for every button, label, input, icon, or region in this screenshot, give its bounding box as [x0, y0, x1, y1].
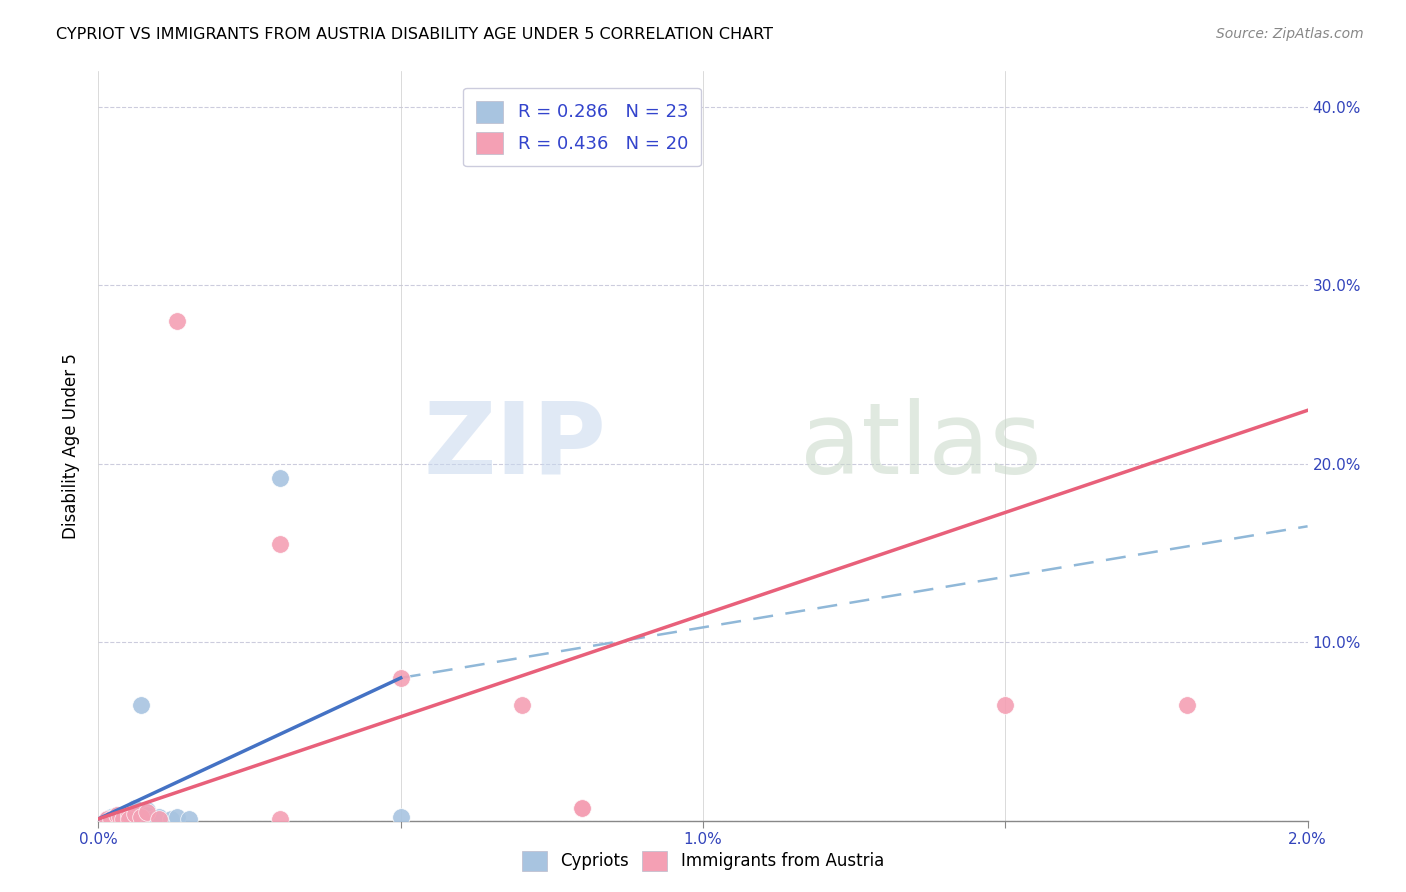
Point — [142, 812, 165, 826]
Point — [105, 808, 128, 822]
Point — [108, 812, 131, 826]
Point — [118, 808, 141, 822]
Point — [135, 808, 157, 822]
Legend: Cypriots, Immigrants from Austria: Cypriots, Immigrants from Austria — [513, 842, 893, 880]
Point — [389, 810, 412, 824]
Point — [135, 805, 157, 819]
Y-axis label: Disability Age Under 5: Disability Age Under 5 — [62, 353, 80, 539]
Point — [994, 698, 1017, 712]
Point — [103, 812, 125, 826]
Point — [124, 808, 146, 822]
Point — [108, 810, 131, 824]
Point — [124, 801, 146, 815]
Point — [269, 537, 291, 551]
Point — [127, 812, 149, 826]
Text: CYPRIOT VS IMMIGRANTS FROM AUSTRIA DISABILITY AGE UNDER 5 CORRELATION CHART: CYPRIOT VS IMMIGRANTS FROM AUSTRIA DISAB… — [56, 27, 773, 42]
Point — [118, 805, 141, 819]
Point — [129, 810, 152, 824]
Point — [389, 671, 412, 685]
Point — [571, 801, 593, 815]
Point — [96, 812, 118, 826]
Point — [118, 812, 141, 826]
Point — [148, 812, 170, 826]
Point — [129, 698, 152, 712]
Text: ZIP: ZIP — [423, 398, 606, 494]
Point — [166, 810, 188, 824]
Point — [100, 810, 122, 824]
Point — [269, 812, 291, 826]
Point — [135, 803, 157, 817]
Point — [160, 812, 183, 826]
Point — [118, 812, 141, 826]
Point — [105, 808, 128, 822]
Point — [510, 698, 533, 712]
Point — [1175, 698, 1198, 712]
Point — [179, 812, 201, 826]
Point — [166, 314, 188, 328]
Point — [148, 810, 170, 824]
Point — [100, 812, 122, 826]
Point — [571, 801, 593, 815]
Legend: R = 0.286   N = 23, R = 0.436   N = 20: R = 0.286 N = 23, R = 0.436 N = 20 — [464, 88, 700, 166]
Point — [111, 810, 134, 824]
Text: atlas: atlas — [800, 398, 1042, 494]
Point — [269, 471, 291, 485]
Point — [111, 812, 134, 826]
Point — [114, 812, 136, 826]
Point — [105, 812, 128, 826]
Point — [124, 806, 146, 821]
Text: Source: ZipAtlas.com: Source: ZipAtlas.com — [1216, 27, 1364, 41]
Point — [96, 812, 118, 826]
